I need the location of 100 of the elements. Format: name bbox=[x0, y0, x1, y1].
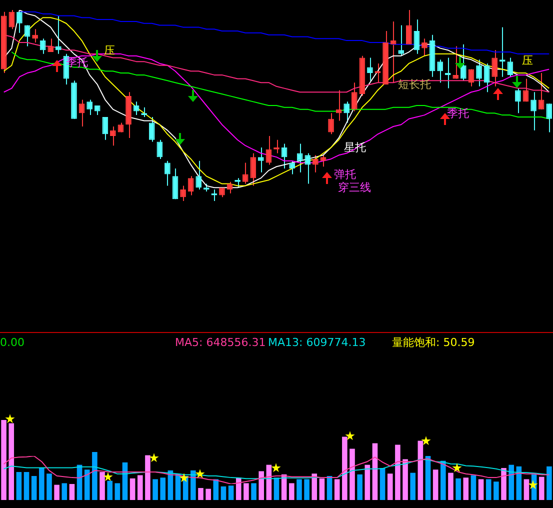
bar bbox=[274, 478, 280, 500]
candlestick bbox=[164, 160, 170, 186]
text: 0.00 bbox=[0, 336, 24, 350]
bar bbox=[16, 472, 22, 500]
bar bbox=[342, 436, 348, 500]
text: MA5: 648556.31 bbox=[175, 336, 266, 350]
candlestick bbox=[492, 50, 498, 87]
candlestick bbox=[367, 57, 373, 82]
bar bbox=[501, 468, 506, 500]
candlestick bbox=[546, 103, 552, 133]
bar bbox=[470, 475, 476, 500]
candlestick bbox=[515, 88, 521, 114]
bar bbox=[258, 471, 264, 500]
bar bbox=[304, 479, 310, 500]
bar bbox=[62, 483, 68, 500]
bar bbox=[198, 488, 204, 500]
bar bbox=[410, 472, 416, 500]
bar bbox=[24, 472, 30, 500]
candlestick bbox=[522, 78, 529, 102]
bar bbox=[152, 479, 158, 500]
candlestick bbox=[289, 160, 295, 175]
bar bbox=[39, 468, 44, 500]
annotation: 星托 bbox=[344, 141, 366, 155]
bar bbox=[236, 478, 242, 500]
candlestick bbox=[250, 152, 256, 186]
candlestick bbox=[460, 44, 466, 82]
candlestick bbox=[242, 162, 248, 184]
annotation: 压 bbox=[104, 44, 115, 58]
bar bbox=[334, 479, 340, 500]
candlestick bbox=[320, 154, 326, 168]
bar bbox=[425, 456, 431, 500]
candlestick bbox=[538, 72, 544, 110]
candlestick bbox=[398, 24, 404, 56]
bar bbox=[350, 448, 355, 500]
bar bbox=[372, 443, 378, 500]
bar bbox=[137, 475, 143, 500]
bar bbox=[160, 478, 166, 500]
bar bbox=[312, 474, 318, 500]
bar bbox=[190, 470, 196, 500]
bar bbox=[228, 486, 234, 500]
bar bbox=[220, 486, 226, 500]
candlestick bbox=[484, 62, 490, 93]
bar bbox=[524, 479, 530, 500]
bar bbox=[486, 479, 492, 500]
candlestick bbox=[110, 126, 116, 146]
annotation: 弹托 bbox=[334, 168, 356, 182]
annotation: 压 bbox=[522, 54, 533, 68]
bar bbox=[206, 488, 211, 500]
bar bbox=[380, 468, 386, 500]
bar bbox=[145, 455, 150, 500]
bar bbox=[402, 459, 408, 500]
bar bbox=[46, 474, 52, 500]
candlestick bbox=[437, 59, 443, 84]
bar bbox=[54, 484, 60, 500]
candlestick bbox=[266, 136, 272, 166]
bar bbox=[357, 474, 362, 500]
candlestick bbox=[281, 143, 288, 170]
bar bbox=[494, 482, 499, 500]
bar bbox=[1, 420, 6, 500]
candlestick bbox=[507, 57, 514, 78]
text: 量能饱和: 50.59 bbox=[392, 336, 475, 350]
candlestick bbox=[102, 116, 108, 140]
candlestick bbox=[328, 112, 334, 135]
bar bbox=[432, 470, 438, 500]
candlestick bbox=[78, 99, 85, 128]
annotation: 季托 bbox=[447, 107, 469, 121]
annotation: 短长托 bbox=[398, 78, 431, 92]
candlestick bbox=[188, 176, 194, 196]
candlestick bbox=[476, 59, 482, 87]
bar bbox=[448, 472, 454, 500]
candlestick bbox=[296, 143, 303, 173]
bar bbox=[456, 478, 461, 500]
bar bbox=[130, 478, 136, 500]
bar bbox=[92, 452, 98, 500]
candlestick bbox=[258, 147, 264, 173]
bar bbox=[418, 440, 424, 500]
candlestick bbox=[48, 38, 54, 53]
candlestick bbox=[312, 154, 318, 173]
candlestick bbox=[444, 57, 451, 89]
bar bbox=[508, 464, 514, 500]
bar bbox=[251, 483, 256, 500]
candlestick bbox=[304, 152, 311, 184]
bar bbox=[364, 464, 370, 500]
candlestick bbox=[148, 116, 155, 142]
candlestick bbox=[468, 68, 474, 87]
bar bbox=[69, 484, 75, 500]
candlestick bbox=[530, 92, 536, 131]
bar bbox=[326, 476, 332, 500]
bar bbox=[100, 472, 105, 500]
annotation: 穿三线 bbox=[338, 181, 371, 195]
bar bbox=[289, 483, 294, 500]
candlestick bbox=[422, 38, 428, 56]
bar bbox=[31, 476, 37, 500]
candlestick bbox=[16, 11, 22, 34]
bar bbox=[463, 478, 469, 500]
candlestick bbox=[414, 19, 420, 54]
bar bbox=[84, 470, 90, 500]
candlestick bbox=[390, 20, 396, 84]
bar bbox=[319, 478, 325, 500]
bar bbox=[244, 483, 249, 500]
